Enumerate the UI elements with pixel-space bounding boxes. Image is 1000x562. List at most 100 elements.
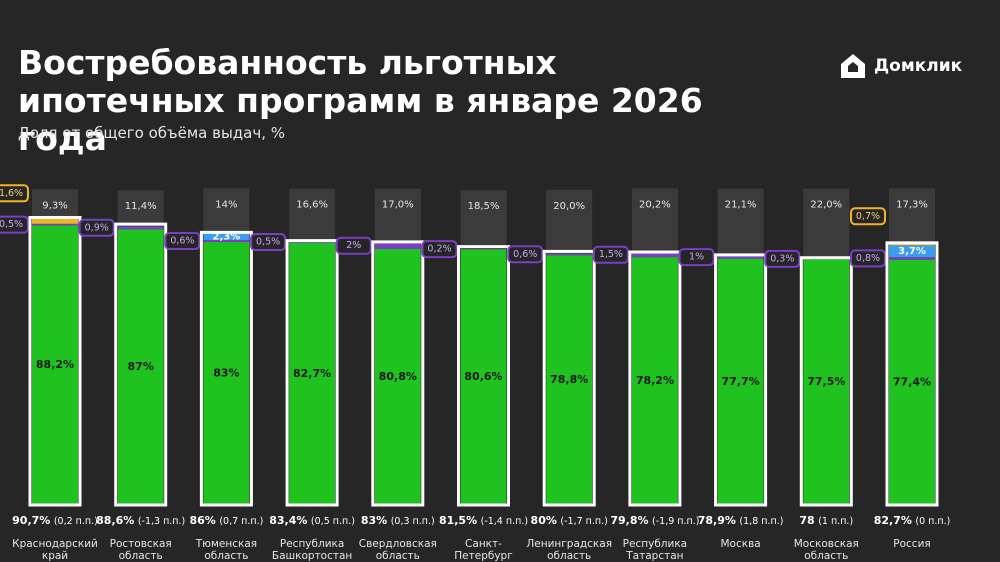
bar-segment — [546, 189, 593, 254]
chart-subtitle: Доля от общего объёма выдач, % — [18, 124, 285, 142]
total-label: 90,7% (0,2 п.п.) — [12, 514, 98, 527]
value-label: 2% — [346, 240, 361, 251]
value-label: 20,0% — [553, 201, 585, 212]
bar-segment — [289, 242, 336, 505]
bar-segment — [889, 257, 935, 260]
total-outline — [114, 222, 168, 507]
total-label: 79,8% (-1,9 п.п.) — [610, 514, 699, 527]
bar-segment — [374, 188, 421, 243]
value-label: 1% — [689, 252, 704, 263]
bar-segment — [889, 245, 935, 258]
value-label: 78,2% — [636, 374, 674, 387]
callout-box — [421, 240, 458, 259]
total-outline — [799, 256, 853, 507]
total-label: 86% (0,7 п.п.) — [189, 514, 263, 527]
change-value: (0,7 п.п.) — [219, 516, 263, 527]
callout-box — [0, 184, 29, 203]
value-label: 77,4% — [893, 375, 931, 388]
value-label: 14% — [215, 199, 237, 210]
value-label: 11,4% — [125, 201, 157, 212]
bar-segment — [631, 252, 678, 258]
bar-segment — [717, 255, 764, 259]
value-label: 88,2% — [36, 358, 74, 371]
logo: Домклик — [838, 52, 962, 80]
bar-segment — [289, 188, 336, 242]
total-outline — [457, 245, 510, 507]
bar-segment — [117, 226, 164, 230]
category-label: Московская область — [793, 538, 859, 562]
change-value: (-1,7 п.п.) — [560, 516, 607, 527]
bar-segment — [117, 190, 164, 227]
bar-segment — [717, 188, 764, 256]
value-label: 83% — [213, 366, 239, 379]
brand: Домклик — [874, 56, 963, 76]
change-value: (-1,3 п.п.) — [138, 516, 185, 527]
category-label: Свердловская область — [358, 538, 437, 562]
category-label: Республика Татарстан — [622, 538, 688, 562]
total-value: 79,8% — [610, 514, 648, 527]
bar-segment — [32, 218, 78, 224]
callout-box — [592, 245, 629, 264]
total-label: 78 (1 п.п.) — [799, 514, 853, 527]
bar-segment — [374, 242, 421, 249]
callout-box — [507, 245, 544, 264]
total-outline — [28, 215, 82, 507]
bar-segment — [717, 258, 764, 505]
value-label: 0,3% — [770, 253, 794, 264]
bar-segment — [803, 259, 850, 505]
bar-segment — [460, 249, 507, 505]
change-value: (-1,9 п.п.) — [652, 516, 699, 527]
total-outline — [885, 241, 939, 507]
bar-segment — [803, 188, 850, 259]
total-label: 82,7% (0 п.п.) — [874, 514, 951, 527]
value-label: 0,8% — [856, 253, 880, 264]
change-value: (0,5 п.п.) — [311, 516, 355, 527]
bar-segment — [631, 188, 678, 253]
total-value: 90,7% — [12, 514, 50, 527]
category-label: Ленинградская область — [526, 538, 613, 562]
value-label: 0,7% — [856, 211, 880, 222]
total-outline — [714, 253, 768, 507]
total-value: 81,5% — [439, 514, 477, 527]
callout-box — [78, 218, 115, 237]
change-value: (1,8 п.п.) — [739, 516, 783, 527]
value-label: 80,8% — [379, 370, 417, 383]
callout-box — [250, 233, 287, 252]
value-label: 18,5% — [468, 201, 500, 212]
bar-segment — [460, 190, 507, 249]
value-label: 82,7% — [293, 367, 331, 380]
total-value: 86% — [189, 514, 215, 527]
value-label: 3,7% — [898, 246, 926, 257]
value-label: 0,5% — [256, 237, 280, 248]
value-label: 0,9% — [85, 222, 109, 233]
total-label: 81,5% (-1,4 п.п.) — [439, 514, 528, 527]
callout-box — [764, 249, 801, 268]
category-label: Ростовская область — [109, 538, 172, 562]
callout-box — [850, 207, 886, 226]
bar-segment — [203, 188, 250, 233]
value-label: 1,5% — [599, 249, 623, 260]
callout-box — [678, 248, 715, 267]
total-label: 83% (0,3 п.п.) — [361, 514, 435, 527]
total-value: 83,4% — [269, 514, 307, 527]
callout-box — [850, 249, 886, 268]
logo-icon — [841, 54, 865, 78]
bar-segment — [546, 255, 593, 505]
value-label: 2,3% — [213, 231, 241, 242]
total-outline — [285, 239, 339, 507]
callout-box — [164, 231, 201, 250]
total-value: 78 — [799, 514, 814, 527]
total-outline — [371, 240, 425, 507]
category-label: Москва — [720, 538, 761, 550]
change-value: (-1,4 п.п.) — [481, 516, 528, 527]
value-label: 87% — [128, 360, 154, 373]
total-outline — [628, 250, 682, 507]
value-label: 17,0% — [382, 200, 414, 211]
bar-segment — [117, 229, 164, 505]
category-label: Республика Башкортостан — [271, 538, 353, 562]
total-outline — [542, 249, 596, 507]
total-value: 78,9% — [698, 514, 736, 527]
value-label: 0,6% — [513, 249, 537, 260]
value-label: 0,2% — [427, 244, 451, 255]
